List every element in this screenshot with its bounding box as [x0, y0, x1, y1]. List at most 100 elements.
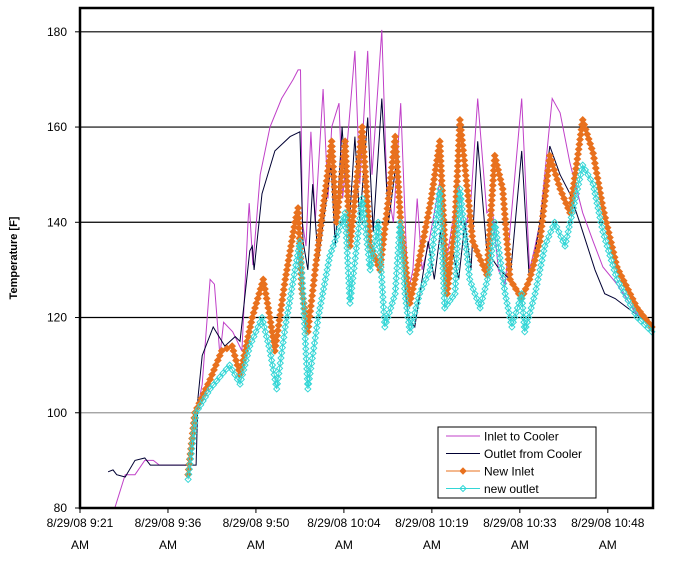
x-tick-label: 8/29/08 9:36	[135, 516, 202, 530]
data-point-marker	[309, 281, 318, 290]
data-point-marker	[579, 161, 587, 169]
data-point-marker	[292, 261, 300, 269]
data-point-marker	[290, 270, 298, 279]
data-point-marker	[484, 270, 493, 279]
data-point-marker	[431, 225, 439, 234]
data-point-marker	[280, 280, 289, 289]
data-point-marker	[433, 205, 442, 213]
data-point-marker	[313, 246, 322, 255]
x-tick-label-ampm: AM	[335, 538, 353, 552]
data-point-marker	[310, 344, 318, 352]
data-point-marker	[519, 309, 527, 317]
data-point-marker	[236, 380, 244, 388]
data-point-marker	[453, 177, 461, 186]
data-point-marker	[518, 294, 526, 303]
data-point-marker	[317, 299, 325, 307]
data-point-marker	[276, 306, 285, 314]
data-point-marker	[350, 264, 358, 273]
data-point-marker	[530, 256, 539, 265]
data-point-marker	[517, 290, 526, 298]
data-point-marker	[386, 173, 395, 182]
data-point-marker	[331, 237, 339, 246]
data-point-marker	[542, 176, 551, 185]
data-point-marker	[522, 323, 530, 331]
data-point-marker	[366, 266, 374, 274]
data-point-marker	[287, 237, 296, 246]
data-point-marker	[292, 256, 301, 265]
data-point-marker	[223, 344, 231, 353]
data-point-marker	[574, 145, 583, 154]
data-point-marker	[300, 320, 309, 328]
data-point-marker	[222, 365, 231, 373]
data-point-marker	[291, 266, 299, 274]
data-point-marker	[409, 313, 418, 322]
data-point-marker	[439, 264, 447, 273]
data-point-marker	[287, 290, 295, 298]
data-point-marker	[311, 261, 320, 269]
data-point-marker	[308, 291, 317, 300]
data-point-marker	[274, 321, 283, 330]
data-point-marker	[248, 313, 257, 322]
data-point-marker	[390, 294, 398, 303]
data-point-marker	[282, 270, 290, 279]
data-point-marker	[391, 284, 400, 293]
data-point-marker	[351, 192, 360, 201]
data-point-marker	[355, 224, 363, 233]
data-point-marker	[334, 198, 343, 206]
data-point-marker	[455, 205, 463, 213]
data-point-marker	[541, 192, 550, 200]
data-point-marker	[300, 310, 308, 318]
data-point-marker	[436, 195, 444, 203]
data-point-marker	[568, 209, 577, 217]
data-point-marker	[424, 208, 433, 217]
data-point-marker	[353, 239, 361, 248]
data-point-marker	[564, 228, 572, 236]
data-point-marker	[313, 251, 321, 259]
data-point-marker	[288, 280, 297, 288]
data-point-marker	[321, 186, 330, 195]
plot-area-border	[78, 6, 655, 510]
data-point-marker	[533, 246, 542, 255]
data-point-marker	[489, 232, 498, 241]
data-point-marker	[288, 232, 297, 241]
data-point-marker	[274, 374, 282, 383]
data-point-marker	[537, 227, 546, 236]
data-point-marker	[329, 242, 337, 250]
data-point-marker	[324, 162, 333, 170]
x-axis-ticks: 8/29/08 9:21 AM 8/29/08 9:36 AM 8/29/08 9:50…	[47, 508, 645, 552]
data-point-marker	[301, 330, 309, 338]
x-tick-label-ampm: AM	[599, 538, 617, 552]
data-point-marker	[455, 195, 464, 203]
data-point-marker	[561, 242, 569, 250]
data-point-marker	[452, 265, 460, 273]
data-point-marker	[188, 434, 196, 443]
data-point-marker	[349, 207, 358, 216]
data-point-marker	[415, 290, 424, 298]
data-point-marker	[482, 280, 490, 288]
data-point-marker	[189, 429, 198, 437]
data-point-marker	[509, 280, 517, 289]
data-point-marker	[436, 190, 444, 198]
data-point-marker	[308, 286, 317, 295]
data-point-marker	[526, 309, 534, 317]
data-point-marker	[332, 218, 341, 227]
data-point-marker	[640, 320, 649, 329]
data-point-marker	[488, 191, 497, 200]
data-point-marker	[453, 172, 462, 181]
data-point-marker	[387, 304, 395, 312]
data-point-marker	[386, 179, 395, 187]
data-point-marker	[528, 265, 537, 274]
data-point-marker	[217, 346, 226, 355]
data-point-marker	[536, 232, 545, 241]
data-point-marker	[305, 312, 314, 321]
x-tick-label-ampm: AM	[423, 538, 441, 552]
data-point-marker	[237, 375, 245, 384]
data-point-marker	[327, 247, 336, 255]
data-point-marker	[540, 247, 548, 255]
data-point-marker	[282, 265, 291, 274]
x-tick-label-ampm: AM	[159, 538, 177, 552]
data-point-marker	[346, 299, 354, 307]
data-point-marker	[547, 228, 555, 236]
data-point-marker	[302, 355, 311, 363]
y-tick-label: 80	[54, 501, 68, 515]
